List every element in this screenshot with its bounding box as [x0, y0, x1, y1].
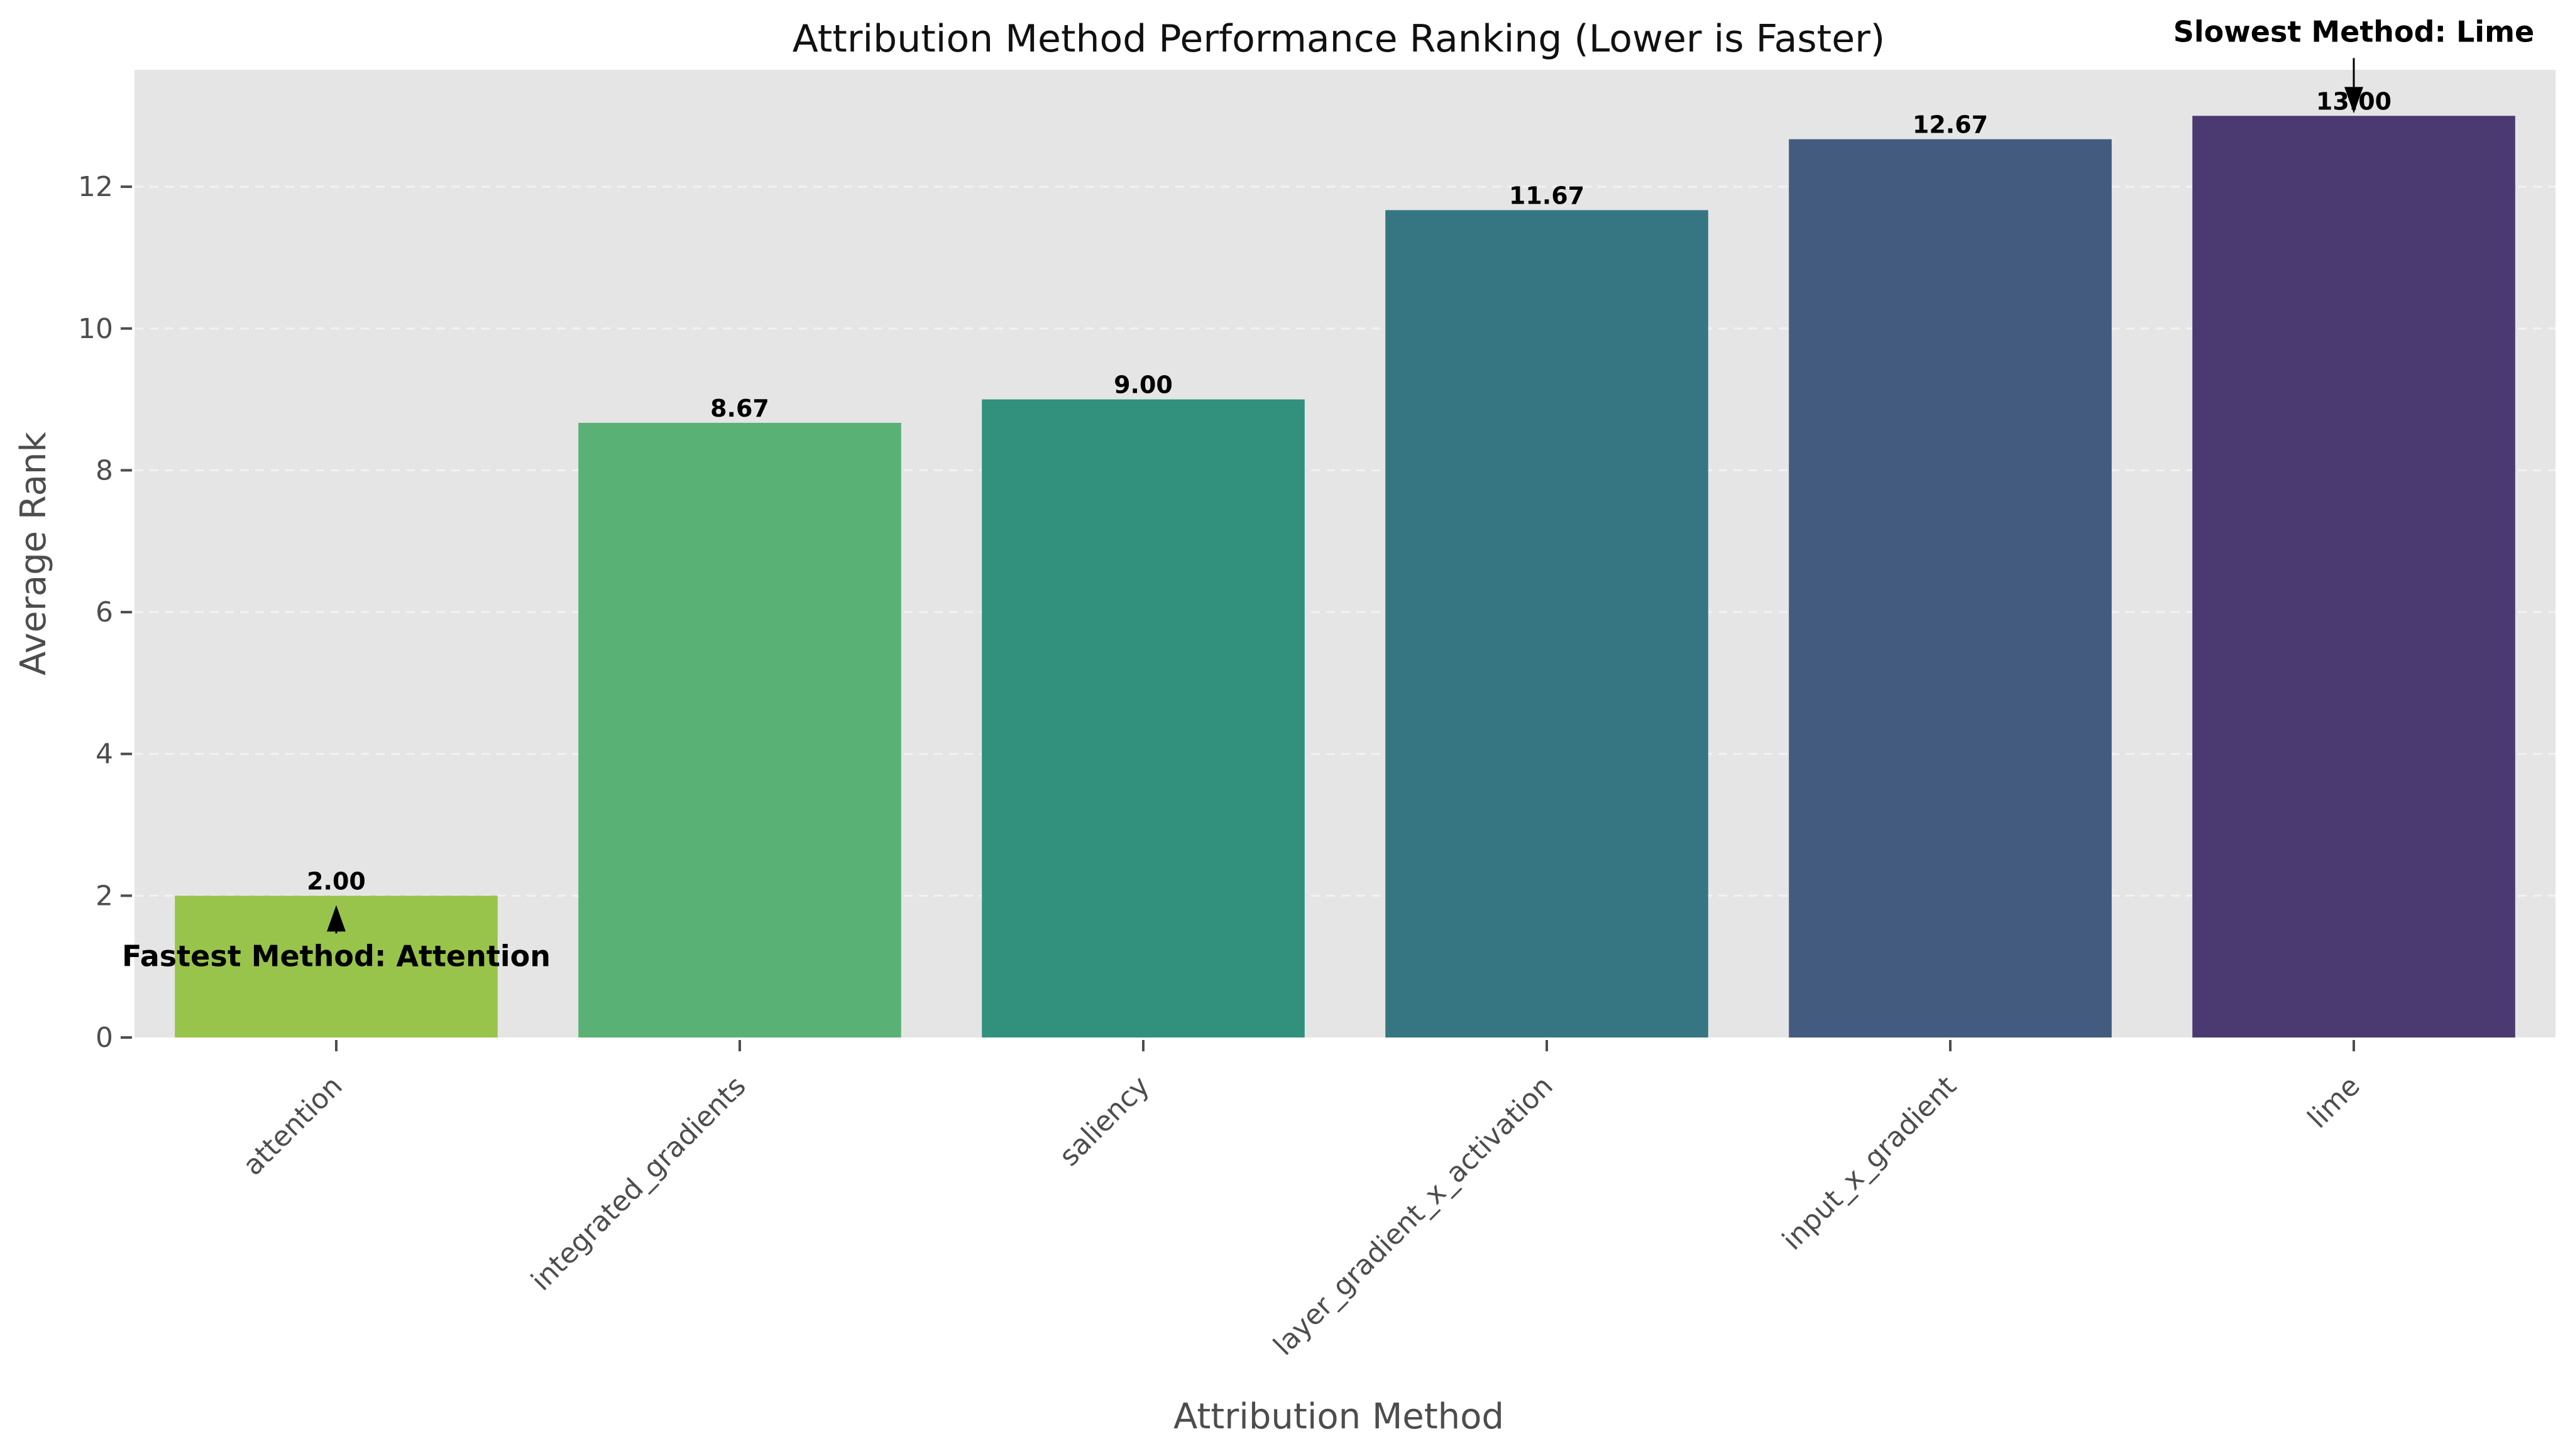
y-axis-ticks: 0 2 4 6 8 10 12 — [78, 171, 132, 1054]
grid-lines — [135, 185, 2556, 897]
annotation-slowest: Slowest Method: Lime — [2173, 14, 2534, 48]
bar-input_x_gradient — [1789, 139, 2112, 1038]
chart-title: Attribution Method Performance Ranking (… — [793, 17, 1885, 61]
bar-saliency — [982, 399, 1305, 1037]
x-tick-label: input_x_gradient — [1776, 1070, 1963, 1257]
bar-layer_gradient_x_activation — [1385, 210, 1708, 1037]
y-tick-label: 0 — [96, 1022, 113, 1054]
x-tick-label: attention — [237, 1070, 349, 1182]
y-tick-label: 6 — [96, 596, 113, 628]
annotation-arrow-head — [327, 905, 346, 932]
bar-value-label: 9.00 — [1114, 371, 1173, 399]
annotation-arrow-head — [2344, 87, 2363, 114]
x-tick-label: integrated_gradients — [525, 1070, 752, 1297]
y-tick-label: 8 — [96, 454, 113, 486]
y-tick-label: 10 — [78, 313, 113, 345]
plot-background — [135, 70, 2556, 1037]
bar-integrated_gradients — [578, 422, 901, 1037]
y-axis-label: Average Rank — [13, 432, 54, 676]
bar-value-label: 11.67 — [1509, 182, 1584, 209]
annotations: Fastest Method: Attention Slowest Method:… — [122, 14, 2534, 973]
y-tick-label: 2 — [96, 880, 113, 912]
bar-value-label: 2.00 — [307, 867, 366, 895]
y-tick-label: 12 — [78, 171, 113, 203]
x-tick-label: lime — [2302, 1070, 2366, 1135]
annotation-fastest: Fastest Method: Attention — [122, 939, 551, 973]
y-tick-label: 4 — [96, 738, 113, 770]
x-tick-label: layer_gradient_x_activation — [1267, 1070, 1559, 1362]
x-axis-label: Attribution Method — [1173, 1396, 1504, 1437]
x-axis-ticks: attention integrated_gradients saliency lay… — [237, 1040, 2366, 1362]
bar-value-label: 8.67 — [710, 395, 769, 422]
bar-lime — [2192, 116, 2515, 1037]
x-tick-label: saliency — [1053, 1070, 1156, 1173]
bar-value-label: 12.67 — [1913, 111, 1988, 139]
